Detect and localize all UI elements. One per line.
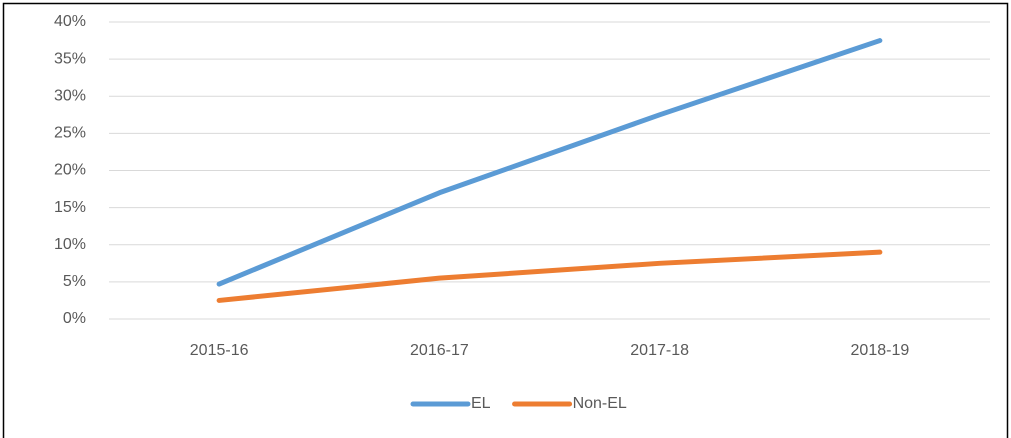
x-tick-label: 2017-18: [630, 342, 689, 359]
x-tick-label: 2016-17: [410, 342, 469, 359]
data-line: [216, 38, 883, 287]
y-tick-label: 35%: [54, 50, 86, 67]
y-tick-label: 20%: [54, 162, 86, 179]
legend-label: Non-EL: [573, 395, 627, 412]
y-tick-label: 15%: [54, 199, 86, 216]
y-tick-label: 10%: [54, 236, 86, 253]
y-tick-label: 30%: [54, 87, 86, 104]
legend-label: EL: [471, 395, 491, 412]
data-line: [216, 249, 883, 303]
x-tick-label: 2015-16: [190, 342, 249, 359]
y-tick-label: 25%: [54, 125, 86, 142]
x-tick-label: 2018-19: [851, 342, 910, 359]
y-tick-label: 40%: [54, 13, 86, 30]
y-tick-label: 0%: [63, 310, 86, 327]
y-tick-label: 5%: [63, 273, 86, 290]
